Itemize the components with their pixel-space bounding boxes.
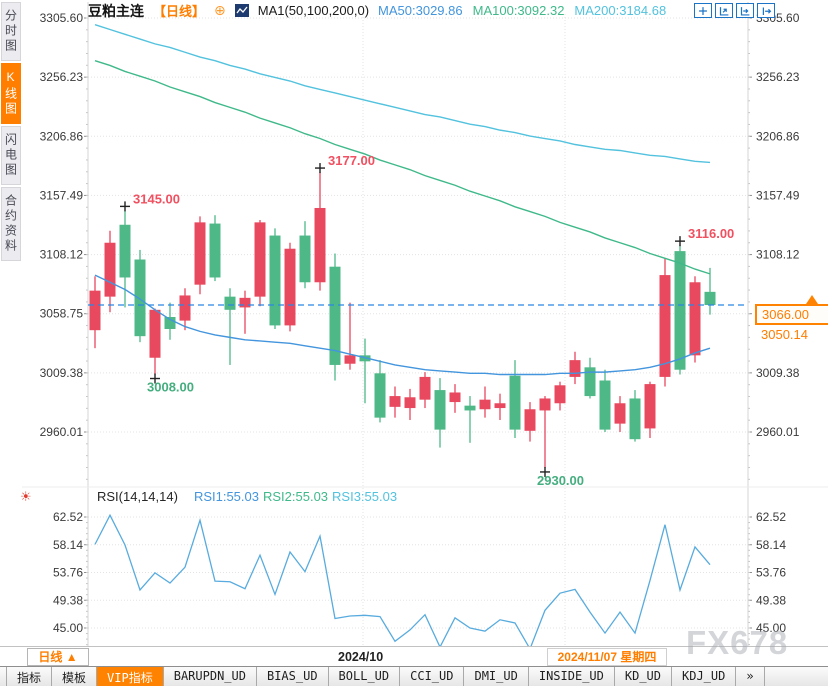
indicator-tab-5[interactable]: BOLL_UD (329, 667, 401, 686)
rsi-header: RSI(14,14,14) RSI1:55.03 RSI2:55.03 RSI3:5… (97, 489, 401, 504)
svg-text:49.38: 49.38 (53, 593, 83, 607)
rsi-readout-1: RSI2:55.03 (262, 489, 329, 504)
svg-text:58.14: 58.14 (756, 538, 786, 552)
svg-text:3009.38: 3009.38 (756, 366, 800, 380)
rsi-readout-2: RSI3:55.03 (332, 489, 398, 504)
svg-text:2930.00: 2930.00 (537, 473, 584, 488)
axis-month-label: 2024/10 (338, 650, 384, 664)
svg-text:3206.86: 3206.86 (40, 129, 84, 143)
indicator-tab-10[interactable]: KDJ_UD (672, 667, 737, 686)
sidebar-tab-3[interactable]: 合约资料 (0, 187, 21, 261)
svg-text:3305.60: 3305.60 (40, 11, 84, 25)
indicator-tab-6[interactable]: CCI_UD (400, 667, 465, 686)
indicator-tab-4[interactable]: BIAS_UD (257, 667, 329, 686)
svg-text:3256.23: 3256.23 (40, 70, 84, 84)
period-dropdown-button[interactable]: 日线 ▲ (27, 648, 89, 666)
ma-params-label: MA1(50,100,200,0) (257, 3, 370, 18)
svg-text:2960.01: 2960.01 (40, 425, 84, 439)
svg-text:62.52: 62.52 (53, 510, 83, 524)
svg-text:45.00: 45.00 (756, 621, 786, 635)
prev-close-label: 3050.14 (761, 327, 808, 342)
svg-text:2960.01: 2960.01 (756, 425, 800, 439)
period-tag: 【日线】 (153, 4, 206, 19)
svg-text:3058.75: 3058.75 (40, 307, 84, 321)
pan-right-icon[interactable] (757, 3, 775, 18)
sidebar-tab-0[interactable]: 分时图 (0, 2, 21, 61)
indicator-tab-0[interactable]: 指标 (6, 667, 53, 686)
svg-text:3009.38: 3009.38 (40, 366, 84, 380)
rsi-readouts: RSI1:55.03 RSI2:55.03 RSI3:55.03 (194, 489, 401, 504)
ma-readout-1: MA100:3092.32 (472, 3, 565, 18)
indicator-tab-2[interactable]: VIP指标 (97, 667, 164, 686)
svg-text:3256.23: 3256.23 (756, 70, 800, 84)
indicator-tab-8[interactable]: INSIDE_UD (529, 667, 615, 686)
indicator-tab-11[interactable]: » (736, 667, 765, 686)
svg-text:53.76: 53.76 (53, 566, 83, 580)
svg-text:3157.49: 3157.49 (40, 188, 84, 202)
ma-readout-2: MA200:3184.68 (574, 3, 667, 18)
indicator-settings-icon[interactable]: ☀ (20, 489, 32, 504)
crosshair-icon[interactable] (694, 3, 712, 18)
sidebar-tab-1[interactable]: K线图 (0, 63, 21, 124)
svg-text:62.52: 62.52 (756, 510, 786, 524)
last-price-tag: 3066.00 (755, 304, 828, 325)
svg-text:3008.00: 3008.00 (147, 380, 194, 395)
svg-text:3108.12: 3108.12 (756, 248, 800, 262)
chart-type-sidebar: 分时图 K线图 闪电图 合约资料 (0, 2, 21, 261)
chart-header: 豆粕主连 【日线】 ⊕ MA1(50,100,200,0) MA50:3029.… (88, 2, 676, 20)
indicator-tab-3[interactable]: BARUPDN_UD (164, 667, 257, 686)
sidebar-tab-2[interactable]: 闪电图 (0, 126, 21, 185)
ma-chart-icon (234, 4, 249, 17)
svg-text:49.38: 49.38 (756, 593, 786, 607)
chart-toolbar (694, 3, 775, 18)
svg-text:3145.00: 3145.00 (133, 191, 180, 206)
price-up-arrow-icon (806, 295, 818, 304)
ma-readout-0: MA50:3029.86 (378, 3, 463, 18)
rsi-readout-0: RSI1:55.03 (193, 489, 259, 504)
svg-text:45.00: 45.00 (53, 621, 83, 635)
svg-text:3108.12: 3108.12 (40, 248, 84, 262)
add-indicator-icon[interactable]: ⊕ (214, 2, 226, 18)
indicator-tab-bar: 指标 模板 VIP指标 BARUPDN_UD BIAS_UD BOLL_UD CCI_UD D… (0, 666, 828, 686)
indicator-tab-9[interactable]: KD_UD (615, 667, 672, 686)
axis-date-label: 2024/11/07 星期四 (547, 648, 667, 666)
indicator-tab-7[interactable]: DMI_UD (464, 667, 529, 686)
rsi-params-label: RSI(14,14,14) (97, 489, 178, 504)
svg-text:58.14: 58.14 (53, 538, 83, 552)
symbol-name: 豆粕主连 (88, 2, 144, 19)
svg-text:3157.49: 3157.49 (756, 188, 800, 202)
scale-x-icon[interactable] (736, 3, 754, 18)
watermark: FX678 (686, 624, 789, 661)
svg-text:53.76: 53.76 (756, 566, 786, 580)
svg-text:3177.00: 3177.00 (328, 153, 375, 168)
svg-text:3206.86: 3206.86 (756, 129, 800, 143)
indicator-tab-1[interactable]: 模板 (52, 667, 98, 686)
svg-text:3116.00: 3116.00 (688, 226, 734, 241)
scale-y-icon[interactable] (715, 3, 733, 18)
time-axis-row: 日线 ▲ 2024/10 2024/11/07 星期四 (0, 646, 828, 666)
ma-readouts: MA50:3029.86 MA100:3092.32 MA200:3184.68 (378, 3, 676, 18)
